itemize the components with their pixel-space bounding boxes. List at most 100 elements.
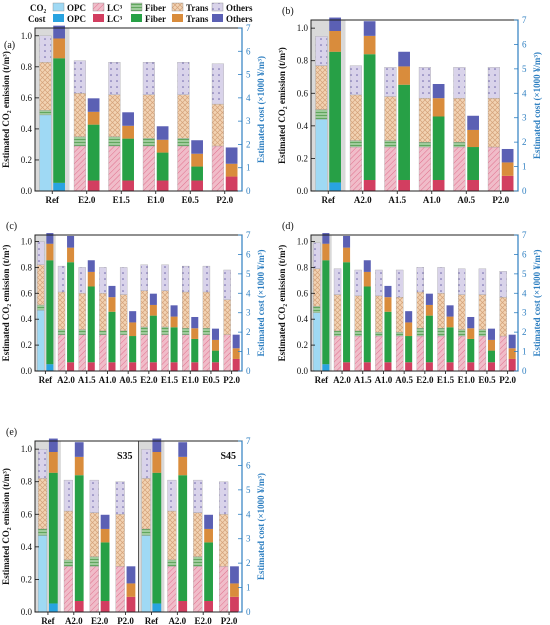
y2-tick-label: 5 <box>246 70 251 80</box>
bar-co2-others <box>115 481 125 515</box>
y2-tick-label: 3 <box>246 308 251 318</box>
bar-cost-trans <box>467 328 475 339</box>
bar-co2-lc3 <box>89 566 99 613</box>
bar-co2-lc3 <box>395 335 404 372</box>
bar-cost-opc <box>322 364 330 371</box>
bar-co2-fiber <box>315 109 328 120</box>
y2-axis-title: Estimated cost (×1000 ¥/m³) <box>532 52 542 159</box>
bar-cost-others <box>467 316 475 329</box>
bar-co2-fiber <box>193 556 203 567</box>
bar-co2-others <box>39 35 52 63</box>
bar-cost-others <box>108 285 116 298</box>
panel-2: Ref A2.0 A1.5 A1.0 A0.5 E2.0 E1.5 E1.0 E0.5 P2.0 0… <box>1 221 266 385</box>
legend-lc3-label-cost: LC³ <box>107 14 123 24</box>
bar-co2-others <box>63 479 73 512</box>
category-label: A2.0 <box>354 195 372 205</box>
bar-cost-others <box>170 305 178 317</box>
legend-fiber-label: Fiber <box>145 3 166 13</box>
bar-co2-lc3 <box>119 334 128 372</box>
category-label: E1.5 <box>113 195 131 205</box>
bar-co2-opc <box>141 535 151 613</box>
bar-cost-trans <box>363 271 371 287</box>
bar-co2-lc3 <box>453 146 466 192</box>
bar-co2-lc3 <box>78 334 86 372</box>
y2-tick-label: 3 <box>522 308 527 318</box>
bar-co2-trans <box>395 297 404 333</box>
y2-tick-label: 2 <box>246 327 251 337</box>
y2-tick-label: 1 <box>246 583 251 593</box>
category-label: Ref <box>145 616 159 625</box>
bar-co2-trans <box>63 510 73 561</box>
y2-tick-label: 6 <box>246 46 251 56</box>
bar-co2-others <box>478 268 487 295</box>
bar-cost-trans <box>501 162 514 176</box>
bar-co2-trans <box>78 293 86 330</box>
y2-tick-label: 5 <box>246 485 251 495</box>
y-tick-label: 0.6 <box>21 509 33 519</box>
bar-co2-trans <box>354 295 362 331</box>
category-label: A2.0 <box>65 616 83 625</box>
y2-tick-label: 1 <box>246 163 251 173</box>
bar-cost-others <box>211 328 219 340</box>
bar-co2-fiber <box>333 330 342 337</box>
panel-4: S35 S45 Ref A2.0 E2.0 P2.0 Ref A2.0 E2.0 P2.0 0.0 0… <box>1 427 266 625</box>
bar-co2-trans <box>418 98 431 143</box>
y-axis-title: Estimated CO₂ emission (t/m³) <box>277 47 287 164</box>
bar-co2-trans <box>487 98 500 148</box>
bar-cost-trans <box>487 339 495 351</box>
category-label: Ref <box>46 195 60 205</box>
bar-co2-others <box>37 241 45 265</box>
bar-cost-others <box>230 566 239 584</box>
bar-cost-fiber <box>446 327 454 363</box>
bar-co2-lc3 <box>57 334 66 372</box>
panel-label: (e) <box>6 427 17 438</box>
bar-cost-trans <box>67 247 75 263</box>
bar-co2-trans <box>89 512 99 557</box>
bar-co2-lc3 <box>182 334 190 372</box>
bar-co2-trans <box>37 478 48 530</box>
category-label: A0.5 <box>395 375 413 385</box>
bar-co2-lc3 <box>354 335 362 372</box>
bar-co2-others <box>140 264 148 291</box>
y2-tick-label: 4 <box>522 288 527 298</box>
panels: Ref E2.0 E1.5 E1.0 E0.5 P2.00.00.20.40.60.81.… <box>1 6 542 625</box>
bar-co2-fiber <box>458 329 466 337</box>
bar-co2-opc <box>37 535 48 613</box>
bar-co2-fiber <box>478 329 487 337</box>
y2-tick-label: 0 <box>246 607 251 617</box>
bar-cost-others <box>446 305 454 317</box>
bar-co2-trans <box>140 290 148 328</box>
bar-cost-trans <box>170 316 178 328</box>
y-tick-label: 0.8 <box>21 477 33 487</box>
category-label: P2.0 <box>492 195 509 205</box>
bar-cost-fiber <box>46 260 54 365</box>
bar-co2-trans <box>141 478 151 530</box>
bar-cost-fiber <box>87 286 95 363</box>
y2-tick-label: 7 <box>522 230 527 240</box>
bar-cost-others <box>225 147 238 164</box>
bar-co2-trans <box>499 297 507 337</box>
category-label: E0.5 <box>478 375 496 385</box>
bar-co2-lc3 <box>458 335 466 372</box>
bar-co2-opc <box>313 312 321 372</box>
y-tick-label: 0.4 <box>297 314 309 324</box>
bar-co2-others <box>119 267 128 295</box>
bar-cost-others <box>232 334 240 349</box>
bar-cost-others <box>384 285 392 298</box>
bar-co2-fiber <box>418 141 431 148</box>
y2-tick-label: 2 <box>522 137 527 147</box>
bar-co2-others <box>499 271 507 298</box>
legend-opc-cost-swatch <box>53 14 64 22</box>
bar-co2-others <box>161 264 169 291</box>
bar-cost-trans <box>53 38 65 59</box>
category-label: E2.0 <box>416 375 434 385</box>
bar-cost-lc3 <box>100 601 110 612</box>
bar-co2-fiber <box>119 330 128 335</box>
bar-co2-lc3 <box>167 566 177 613</box>
bar-co2-trans <box>315 65 328 110</box>
bar-cost-lc3 <box>363 362 371 371</box>
bar-cost-trans <box>129 322 137 337</box>
y2-tick-label: 6 <box>522 249 527 259</box>
bar-cost-lc3 <box>126 596 136 612</box>
bar-co2-others <box>416 267 425 293</box>
